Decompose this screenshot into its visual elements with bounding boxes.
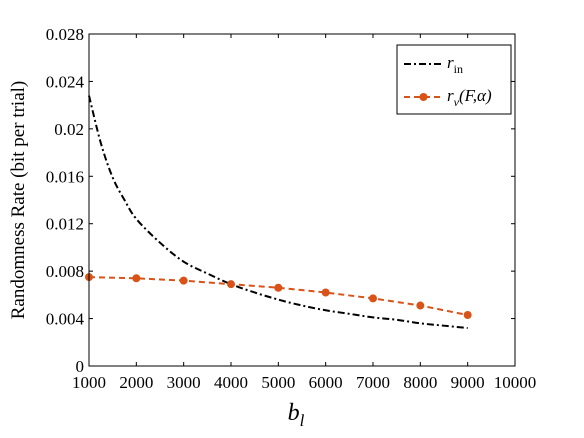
- legend-r-in-sub: in: [454, 62, 463, 76]
- legend-r-nu-args: (F,α): [459, 86, 492, 105]
- y-tick-label: 0: [76, 357, 85, 376]
- data-point-r-nu: [132, 274, 141, 283]
- x-tick-label: 10000: [494, 373, 537, 392]
- legend-marker-r-nu: [419, 93, 428, 101]
- x-tick-label: 2000: [119, 373, 153, 392]
- y-tick-label: 0.02: [54, 120, 84, 139]
- data-point-r-nu: [369, 294, 377, 303]
- legend-r-in-main: r: [447, 53, 454, 72]
- x-axis-label-main: b: [288, 400, 300, 426]
- data-point-r-nu: [227, 280, 235, 289]
- data-point-r-nu: [416, 301, 425, 310]
- legend-box: [396, 44, 512, 115]
- y-tick-label: 0.004: [46, 310, 85, 329]
- y-axis-label: Randomness Rate (bit per trial): [8, 81, 29, 320]
- y-tick-label: 0.012: [46, 215, 84, 234]
- series-line-r-in: [88, 95, 468, 330]
- x-tick-label: 7000: [356, 373, 390, 392]
- x-tick-label: 6000: [309, 373, 343, 392]
- y-tick-label: 0.016: [46, 167, 84, 186]
- x-axis-label: bl: [288, 400, 305, 430]
- y-tick-label: 0.028: [46, 25, 84, 44]
- data-point-r-nu: [463, 311, 472, 320]
- data-point-r-nu: [274, 283, 283, 292]
- x-tick-label: 8000: [403, 373, 437, 392]
- x-tick-label: 3000: [167, 373, 201, 392]
- data-point-r-nu: [321, 288, 330, 297]
- y-tick-label: 0.024: [46, 72, 85, 91]
- ticks: 1000 2000 3000 4000 5000 6000 7000 8000 9000 1000…: [46, 25, 537, 392]
- x-axis-label-sub: l: [300, 411, 305, 430]
- legend-r-nu-sub: ν: [454, 95, 460, 109]
- legend: rin rν(F,α): [396, 44, 512, 115]
- series-line-r-nu: [88, 276, 468, 316]
- y-tick-label: 0.008: [46, 262, 84, 281]
- legend-label-r-in: rin: [447, 53, 463, 76]
- series-layer: [85, 95, 472, 330]
- legend-label-r-nu: rν(F,α): [447, 86, 492, 109]
- x-tick-label: 1000: [72, 373, 106, 392]
- legend-r-nu-main: r: [447, 86, 454, 105]
- x-tick-label: 4000: [214, 373, 248, 392]
- x-tick-label: 9000: [451, 373, 485, 392]
- plot-frame: [88, 33, 516, 367]
- x-tick-label: 5000: [261, 373, 295, 392]
- data-point-r-nu: [179, 276, 188, 285]
